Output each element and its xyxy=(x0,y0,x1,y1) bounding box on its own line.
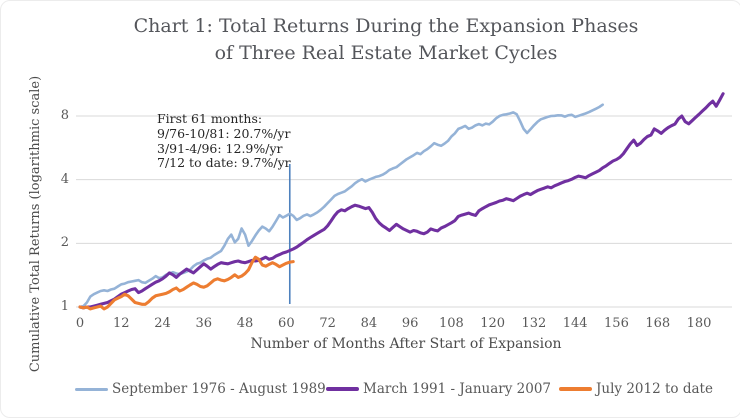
y-tick-label: 2 xyxy=(60,235,69,251)
series-line-2 xyxy=(78,255,295,311)
y-axis-label: Cumulative Total Returns (logarithmic sc… xyxy=(28,75,43,373)
x-tick-label: 24 xyxy=(154,316,171,331)
annotation-box: First 61 months: 9/76-10/81: 20.7%/yr 3/… xyxy=(157,111,291,171)
legend-label: September 1976 - August 1989 xyxy=(112,381,326,397)
legend-item-1976-cycle: September 1976 - August 1989 xyxy=(75,380,326,398)
x-tick-label: 12 xyxy=(112,316,130,331)
x-tick-label: 180 xyxy=(686,316,712,331)
legend: September 1976 - August 1989 March 1991 … xyxy=(1,380,740,400)
blue-line-swatch-icon xyxy=(75,387,108,391)
legend-label: March 1991 - January 2007 xyxy=(363,381,551,397)
x-tick-label: 132 xyxy=(521,316,547,331)
x-tick-label: 96 xyxy=(401,316,419,331)
annotation-line: 3/91-4/96: 12.9%/yr xyxy=(157,140,283,156)
chart-title: Chart 1: Total Returns During the Expans… xyxy=(1,13,740,67)
chart-title-line2: of Three Real Estate Market Cycles xyxy=(214,42,558,64)
x-tick-label: 84 xyxy=(360,316,378,331)
series-line-1 xyxy=(78,92,725,310)
legend-label: July 2012 to date xyxy=(596,381,713,397)
annotation-line: 7/12 to date: 9.7%/yr xyxy=(157,155,291,171)
x-tick-label: 156 xyxy=(604,316,629,331)
x-tick-label: 144 xyxy=(562,316,588,331)
x-tick-label: 60 xyxy=(278,316,295,331)
chart-title-line1: Chart 1: Total Returns During the Expans… xyxy=(133,15,639,37)
y-tick-label: 4 xyxy=(60,171,69,187)
x-tick-label: 72 xyxy=(319,316,336,331)
y-tick-label: 1 xyxy=(60,299,69,314)
y-tick-label: 8 xyxy=(60,107,69,123)
x-tick-label: 0 xyxy=(75,316,85,331)
x-tick-label: 48 xyxy=(236,316,254,331)
x-axis-label: Number of Months After Start of Expansio… xyxy=(250,336,562,352)
purple-line-swatch-icon xyxy=(326,387,359,391)
x-tick-label: 36 xyxy=(195,316,213,331)
legend-item-2012-cycle: July 2012 to date xyxy=(559,380,713,398)
legend-item-1991-cycle: March 1991 - January 2007 xyxy=(326,380,551,398)
x-tick-label: 168 xyxy=(645,316,671,331)
annotation-line: 9/76-10/81: 20.7%/yr xyxy=(157,125,291,141)
x-tick-label: 120 xyxy=(480,316,506,331)
annotation-line: First 61 months: xyxy=(157,111,263,126)
orange-line-swatch-icon xyxy=(559,387,592,391)
x-tick-label: 108 xyxy=(438,316,464,331)
